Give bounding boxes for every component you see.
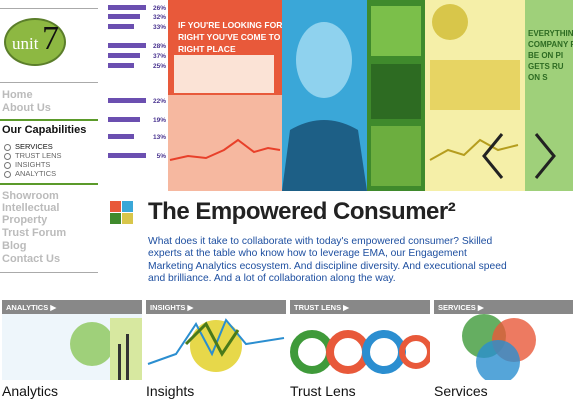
tile-label[interactable]: Insights [146, 383, 195, 399]
photo [371, 64, 421, 119]
icon-square [110, 213, 121, 224]
tile: ANALYTICS Analytics [2, 300, 142, 400]
portrait-body [282, 120, 367, 191]
sidebar: unit 7 Home About Us Our Capabilities SER… [0, 0, 98, 400]
shape [147, 318, 285, 365]
tile-image [146, 314, 286, 380]
photo [371, 6, 421, 56]
icon-square [122, 213, 133, 224]
tile-label[interactable]: Services [434, 383, 488, 399]
bar-stripe [108, 134, 134, 139]
panel-text: COMPANY F [528, 40, 573, 49]
nav-link[interactable]: About Us [2, 102, 51, 114]
panel-text: BE ON PI [528, 51, 563, 60]
pie-graphic [432, 4, 468, 40]
nav-subitem[interactable]: SERVICES [4, 142, 53, 151]
nav-section[interactable]: Our Capabilities [2, 124, 87, 136]
tile-header[interactable]: ANALYTICS [2, 300, 142, 314]
shape [118, 344, 121, 380]
shape [126, 334, 129, 380]
nav-link[interactable]: Contact Us [2, 253, 61, 265]
map-graphic [430, 60, 520, 110]
percent-label: 28% [153, 43, 166, 50]
logo[interactable]: unit 7 [4, 18, 66, 66]
shape [476, 340, 520, 384]
percent-label: 26% [153, 5, 166, 12]
panel-line [429, 138, 519, 161]
bar-stripe [108, 53, 140, 58]
panel-bars [108, 0, 168, 191]
tile-header[interactable]: SERVICES [434, 300, 573, 314]
icon-square [122, 201, 133, 212]
percent-label: 32% [153, 14, 166, 21]
panel-text: EVERYTHING [528, 29, 573, 38]
tile-image [434, 314, 573, 384]
bar-graphic: 26% 32% 33% 28% 37% 25% 22% 19% 13% 5% [108, 5, 166, 160]
panel-line [169, 138, 281, 161]
portrait-face [296, 22, 352, 98]
panel-text: GETS RU [528, 62, 564, 71]
divider [0, 272, 98, 273]
tile-header[interactable]: TRUST LENS [290, 300, 430, 314]
bar-stripe [108, 24, 134, 29]
bar-stripe [108, 117, 140, 122]
panel-salmon [168, 95, 282, 191]
tile-image [2, 314, 142, 380]
panel-text: ON S [528, 73, 548, 82]
percent-label: 22% [153, 98, 166, 105]
tile-image [290, 314, 433, 380]
page-title: The Empowered Consumer² [148, 198, 456, 225]
panel-card [174, 55, 274, 93]
nav-link[interactable]: Home [2, 89, 33, 101]
logo-text: unit [12, 34, 39, 53]
nav-link[interactable]: Trust Forum [2, 227, 67, 239]
divider [0, 8, 98, 9]
title-icon [110, 201, 133, 224]
percent-label: 33% [153, 24, 166, 31]
banner-text: RIGHT PLACE [178, 44, 236, 54]
divider [0, 119, 98, 121]
tile: SERVICES Services [434, 300, 573, 400]
percent-label: 25% [153, 63, 166, 70]
banner-text: RIGHT YOU'VE COME TO [178, 32, 281, 42]
nav-link[interactable]: Blog [2, 240, 27, 252]
bar-stripe [108, 153, 146, 158]
nav-subitem[interactable]: TRUST LENS [4, 151, 62, 160]
shape [70, 322, 114, 366]
logo-number: 7 [42, 20, 59, 57]
bar-stripe [108, 43, 146, 48]
divider [0, 82, 98, 83]
nav-link[interactable]: Showroom [2, 190, 59, 202]
percent-label: 19% [153, 117, 166, 124]
bar-stripe [108, 14, 140, 19]
tile-label[interactable]: Analytics [2, 383, 59, 399]
divider [0, 183, 98, 185]
bar-stripe [108, 98, 146, 103]
tile-header[interactable]: INSIGHTS [146, 300, 286, 314]
nav-subitem[interactable]: ANALYTICS [4, 169, 56, 178]
photo [371, 126, 421, 186]
bar-stripe [108, 5, 146, 10]
banner-text: IF YOU'RE LOOKING FOR [178, 20, 282, 30]
carousel-next[interactable] [534, 133, 556, 179]
percent-label: 13% [153, 134, 166, 141]
shape [184, 321, 240, 357]
intro-text: What does it take to collaborate with to… [148, 236, 507, 285]
percent-label: 5% [157, 153, 167, 160]
tile-label[interactable]: Trust Lens [290, 383, 356, 399]
bar-stripe [108, 63, 134, 68]
icon-square [110, 201, 121, 212]
nav-link[interactable]: Intellectual [2, 202, 60, 214]
nav-subitem[interactable]: INSIGHTS [4, 160, 50, 169]
panel-right [525, 0, 573, 191]
tile: TRUST LENS Trust Lens [290, 300, 433, 400]
nav-link[interactable]: Property [2, 214, 48, 226]
carousel-prev[interactable] [482, 133, 504, 179]
percent-label: 37% [153, 53, 166, 60]
tile: INSIGHTS Insights [146, 300, 286, 400]
hero-collage: 26% 32% 33% 28% 37% 25% 22% 19% 13% 5% IF YOU'RE … [108, 0, 573, 191]
